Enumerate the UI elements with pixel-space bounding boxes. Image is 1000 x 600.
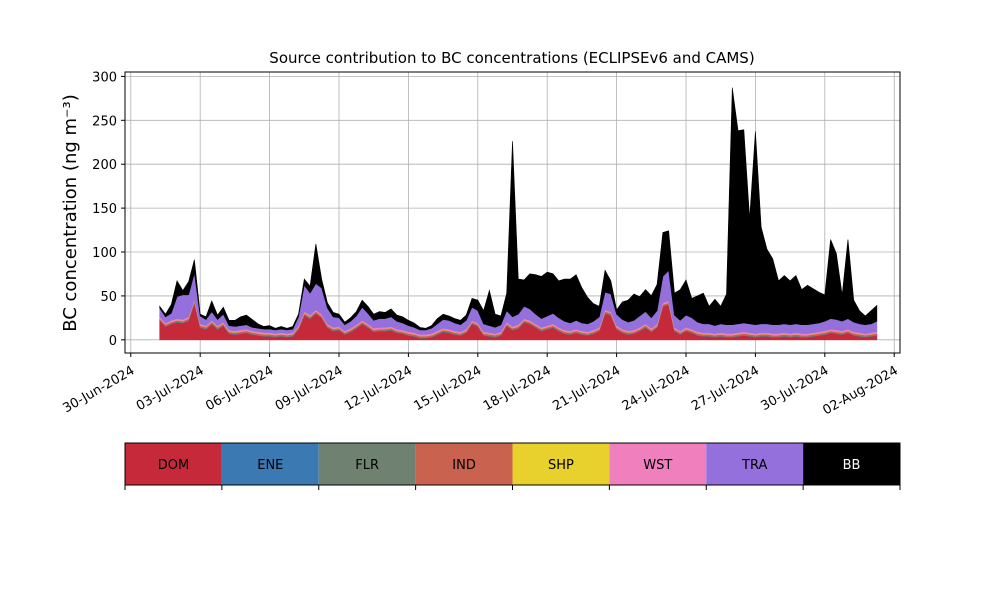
legend: DOM ENE FLR IND SHP WST TRA BB [124,442,901,490]
area-series-bb [159,87,878,331]
legend-swatch-ene [221,443,319,485]
x-tick-label: 24-Jul-2024 [620,363,693,414]
y-tick-label: 300 [92,70,117,85]
legend-swatch-dom [125,443,222,485]
axes: 0 50 100 150 200 250 300 30-Jun-202403-Jul-2024… [61,70,901,418]
y-tick-label: 250 [92,114,117,129]
x-tick-label: 27-Jul-2024 [689,363,762,414]
legend-swatch-ind [415,443,513,485]
x-tick-label: 21-Jul-2024 [550,363,623,414]
legend-swatch-flr [318,443,416,485]
x-tick-label: 15-Jul-2024 [412,363,485,414]
legend-label-dom: DOM [158,458,189,473]
legend-label-ene: ENE [257,458,283,473]
legend-label-ind: IND [452,458,476,473]
legend-label-wst: WST [643,458,672,473]
legend-label-tra: TRA [741,458,767,473]
x-tick-label: 09-Jul-2024 [273,363,346,414]
y-tick-label: 150 [92,202,117,217]
legend-swatch-wst [609,443,707,485]
x-tick-label: 30-Jun-2024 [61,363,138,416]
legend-label-bb: BB [843,458,861,473]
legend-label-flr: FLR [355,458,379,473]
y-tick-label: 100 [92,246,117,261]
plot-frame [124,71,901,354]
legend-swatch-tra [706,443,804,485]
y-tick-label: 200 [92,158,117,173]
legend-swatch-shp [512,443,610,485]
x-tick-label: 06-Jul-2024 [203,363,276,414]
chart-title: Source contribution to BC concentrations… [269,49,754,67]
x-tick-label: 02-Aug-2024 [820,363,900,418]
legend-label-shp: SHP [548,458,574,473]
y-axis-label: BC concentration (ng m⁻³) [60,94,81,332]
y-tick-label: 0 [109,334,117,349]
x-tick-label: 12-Jul-2024 [342,363,415,414]
legend-swatch-bb [803,443,900,485]
y-tick-label: 50 [100,290,117,305]
x-tick-label: 03-Jul-2024 [134,363,207,414]
stacked-areas [159,87,878,341]
x-tick-label: 18-Jul-2024 [481,363,554,414]
